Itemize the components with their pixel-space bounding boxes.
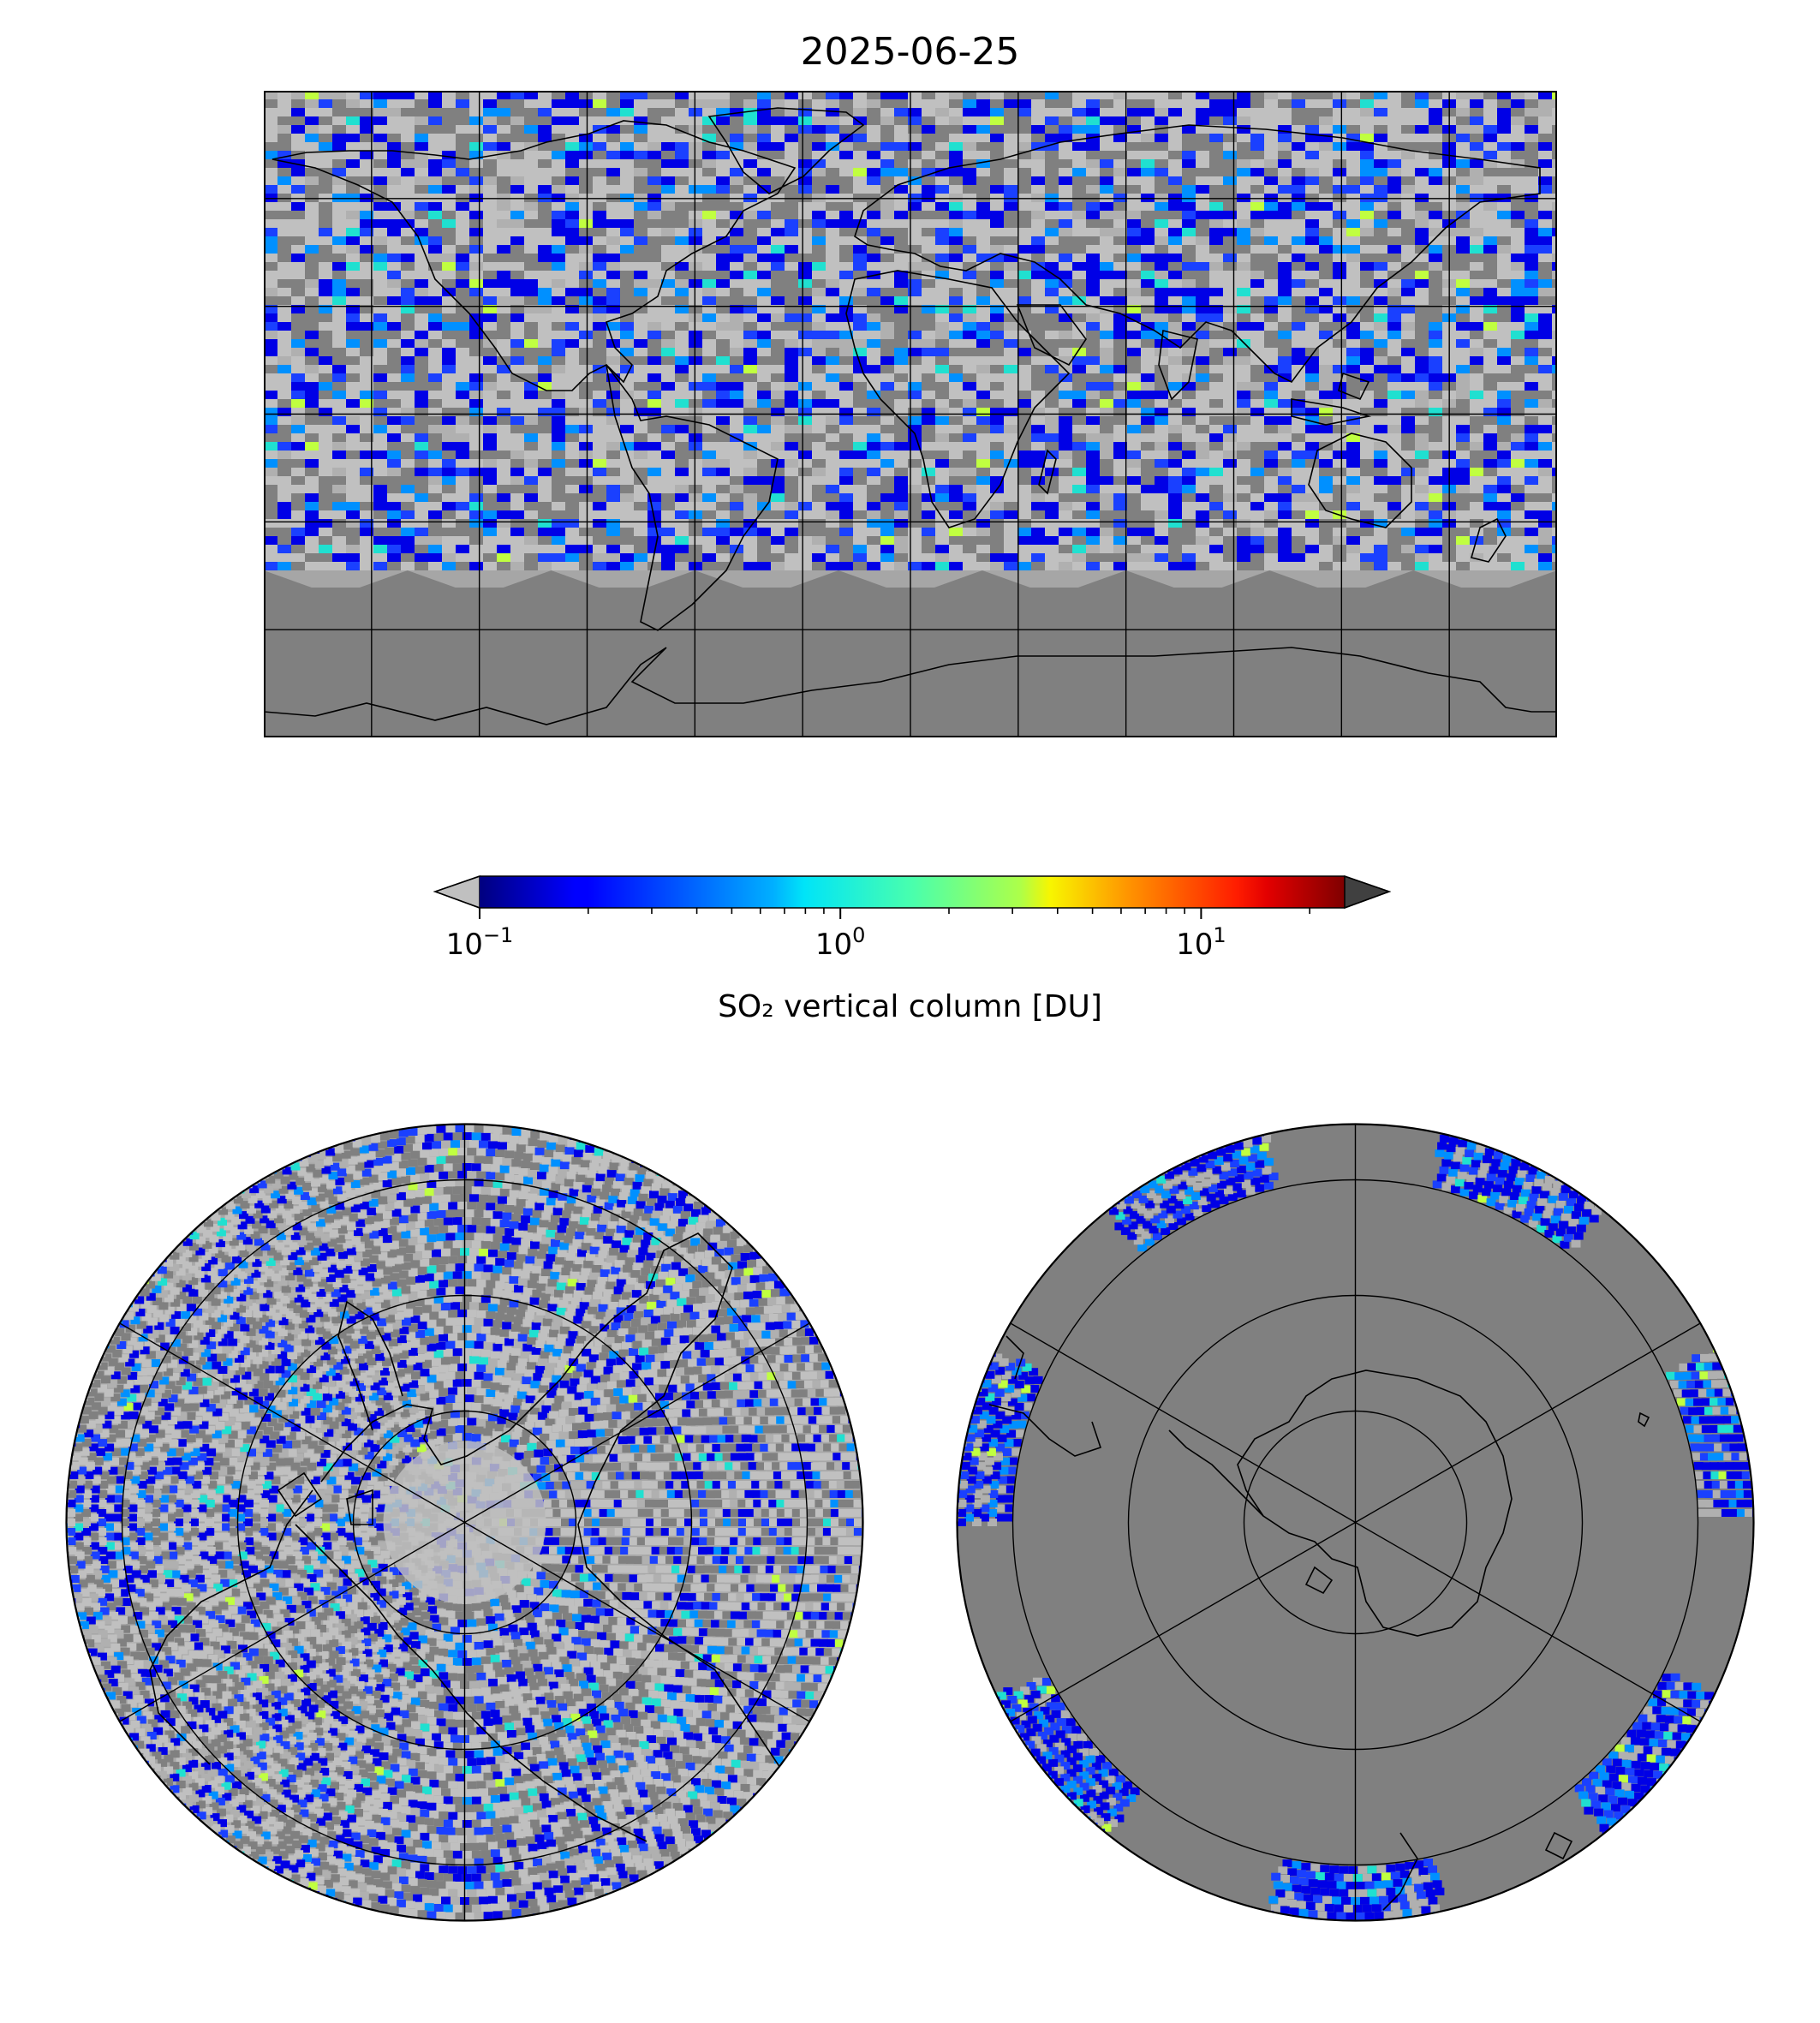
south-data-texture	[957, 1127, 1754, 1921]
colorbar-over-extension	[1344, 874, 1392, 910]
north-gridlines	[116, 1124, 814, 1921]
figure-title: 2025-06-25	[800, 30, 1020, 74]
world-map	[264, 91, 1557, 737]
colorbar-outline	[433, 875, 1392, 909]
tick-exponent: 1	[1213, 923, 1226, 947]
colorbar-ticks	[479, 908, 1310, 919]
colorbar-tick-label: 10−1	[445, 923, 514, 962]
north-coastlines	[149, 1232, 785, 1842]
colorbar-tick-label: 100	[815, 923, 866, 962]
tick-base: 10	[1176, 928, 1214, 962]
south-pole-map	[956, 1123, 1755, 1922]
colorbar	[433, 874, 1392, 919]
colorbar-gradient	[480, 876, 1345, 908]
world-coastlines	[264, 107, 1557, 725]
colorbar-tick-label: 101	[1176, 923, 1226, 962]
tick-exponent: −1	[482, 923, 514, 947]
south-gridlines	[1006, 1124, 1704, 1921]
world-map-frame	[264, 91, 1557, 737]
tick-exponent: 0	[852, 923, 866, 947]
world-gridlines	[264, 91, 1557, 737]
tick-base: 10	[815, 928, 853, 962]
colorbar-under-extension	[433, 874, 480, 910]
tick-base: 10	[445, 928, 483, 962]
colorbar-label: SO₂ vertical column [DU]	[718, 989, 1102, 1024]
south-map-frame	[956, 1123, 1755, 1922]
north-pole-map	[65, 1123, 864, 1922]
north-map-frame	[65, 1123, 864, 1922]
